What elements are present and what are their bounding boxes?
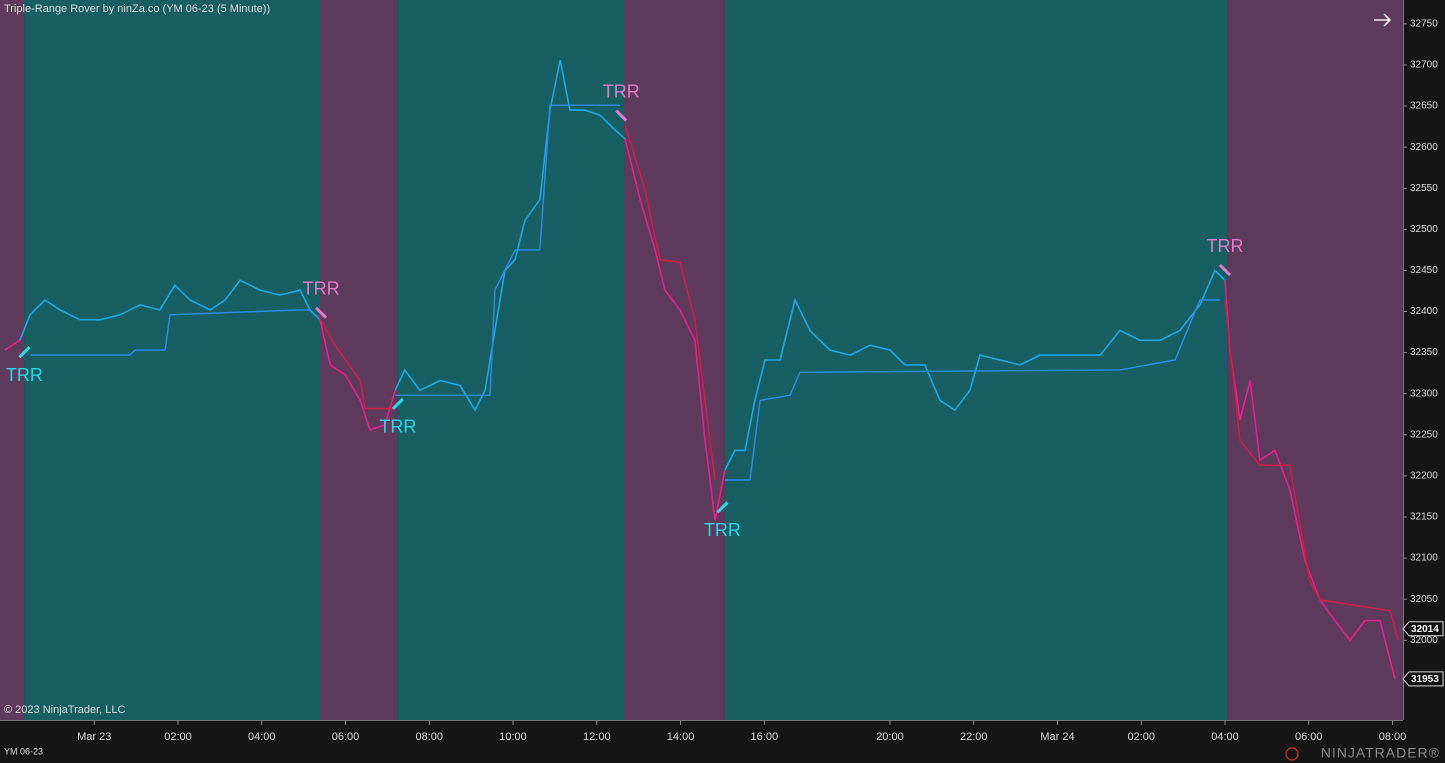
series-line xyxy=(394,59,626,412)
signal-arrow xyxy=(391,397,404,410)
x-tick-label: Mar 24 xyxy=(1040,731,1074,743)
y-tick-label: 32100 xyxy=(1410,553,1438,564)
instrument: YM 06-23 xyxy=(4,746,43,756)
x-tick-label: 16:00 xyxy=(751,731,779,743)
series-line xyxy=(319,319,396,431)
signal-label: TRR xyxy=(704,520,741,540)
copyright: © 2023 NinjaTrader, LLC xyxy=(4,704,125,716)
x-tick-label: Mar 23 xyxy=(77,731,111,743)
series-line xyxy=(30,309,310,356)
series-line xyxy=(19,279,321,341)
y-tick-label: 32500 xyxy=(1410,224,1438,235)
signal-arrow xyxy=(315,306,328,319)
signal-label: TRR xyxy=(1207,236,1244,256)
trend-region xyxy=(0,0,25,720)
x-tick-label: 06:00 xyxy=(332,731,360,743)
y-tick-label: 32400 xyxy=(1410,306,1438,317)
signal-arrow xyxy=(1218,263,1232,277)
trend-region xyxy=(397,0,625,720)
price-marker-label: 32014 xyxy=(1411,624,1439,635)
scroll-arrow-icon[interactable] xyxy=(1374,13,1392,27)
y-tick-label: 32000 xyxy=(1410,635,1438,646)
signal-arrow xyxy=(716,501,729,514)
trend-region xyxy=(1227,0,1403,720)
series-line xyxy=(1224,299,1399,641)
series-line xyxy=(4,339,21,351)
y-tick-label: 32250 xyxy=(1410,429,1438,440)
signal-arrow xyxy=(18,346,31,359)
signal-label: TRR xyxy=(6,365,43,385)
signal-arrow xyxy=(615,109,628,122)
price-marker-label: 31953 xyxy=(1411,674,1439,685)
x-tick-label: 20:00 xyxy=(876,731,904,743)
y-tick-label: 32700 xyxy=(1410,60,1438,71)
plot-area xyxy=(0,0,1403,720)
y-tick-label: 32300 xyxy=(1410,388,1438,399)
trend-region xyxy=(320,0,398,720)
y-tick-label: 32150 xyxy=(1410,512,1438,523)
series-line xyxy=(395,104,621,396)
y-tick-label: 32200 xyxy=(1410,471,1438,482)
x-tick-label: 08:00 xyxy=(416,731,444,743)
signal-label: TRR xyxy=(303,279,340,299)
x-tick-label: 10:00 xyxy=(499,731,527,743)
price-marker-box xyxy=(1402,671,1444,687)
series-line xyxy=(724,269,1226,471)
x-tick-label: 14:00 xyxy=(667,731,695,743)
series-line xyxy=(724,299,1221,481)
y-tick-label: 32600 xyxy=(1410,142,1438,153)
x-tick-label: 02:00 xyxy=(1127,731,1155,743)
y-tick-label: 32450 xyxy=(1410,265,1438,276)
x-tick-label: 12:00 xyxy=(583,731,611,743)
series-line xyxy=(624,138,726,521)
y-tick-label: 32050 xyxy=(1410,594,1438,605)
x-tick-label: 02:00 xyxy=(164,731,192,743)
x-tick-label: 22:00 xyxy=(960,731,988,743)
trend-region xyxy=(624,0,725,720)
x-tick-label: 04:00 xyxy=(1211,731,1239,743)
trend-region xyxy=(724,0,1228,720)
series-line xyxy=(317,314,396,410)
chart-title: Triple-Range Rover by ninZa.co (YM 06-23… xyxy=(4,3,270,15)
series-line xyxy=(624,124,716,481)
price-marker-box xyxy=(1402,621,1444,637)
y-tick-label: 32550 xyxy=(1410,183,1438,194)
series-line xyxy=(1224,280,1396,680)
y-tick-label: 32750 xyxy=(1410,18,1438,29)
x-tick-label: 04:00 xyxy=(248,731,276,743)
signal-label: TRR xyxy=(379,417,416,437)
x-tick-label: 06:00 xyxy=(1295,731,1323,743)
signal-label: TRR xyxy=(603,81,640,101)
y-tick-label: 32350 xyxy=(1410,347,1438,358)
trend-region xyxy=(24,0,321,720)
logo: NINJATRADER® xyxy=(1321,745,1440,761)
logo-icon xyxy=(1285,747,1299,761)
y-tick-label: 32650 xyxy=(1410,101,1438,112)
x-tick-label: 08:00 xyxy=(1379,731,1407,743)
